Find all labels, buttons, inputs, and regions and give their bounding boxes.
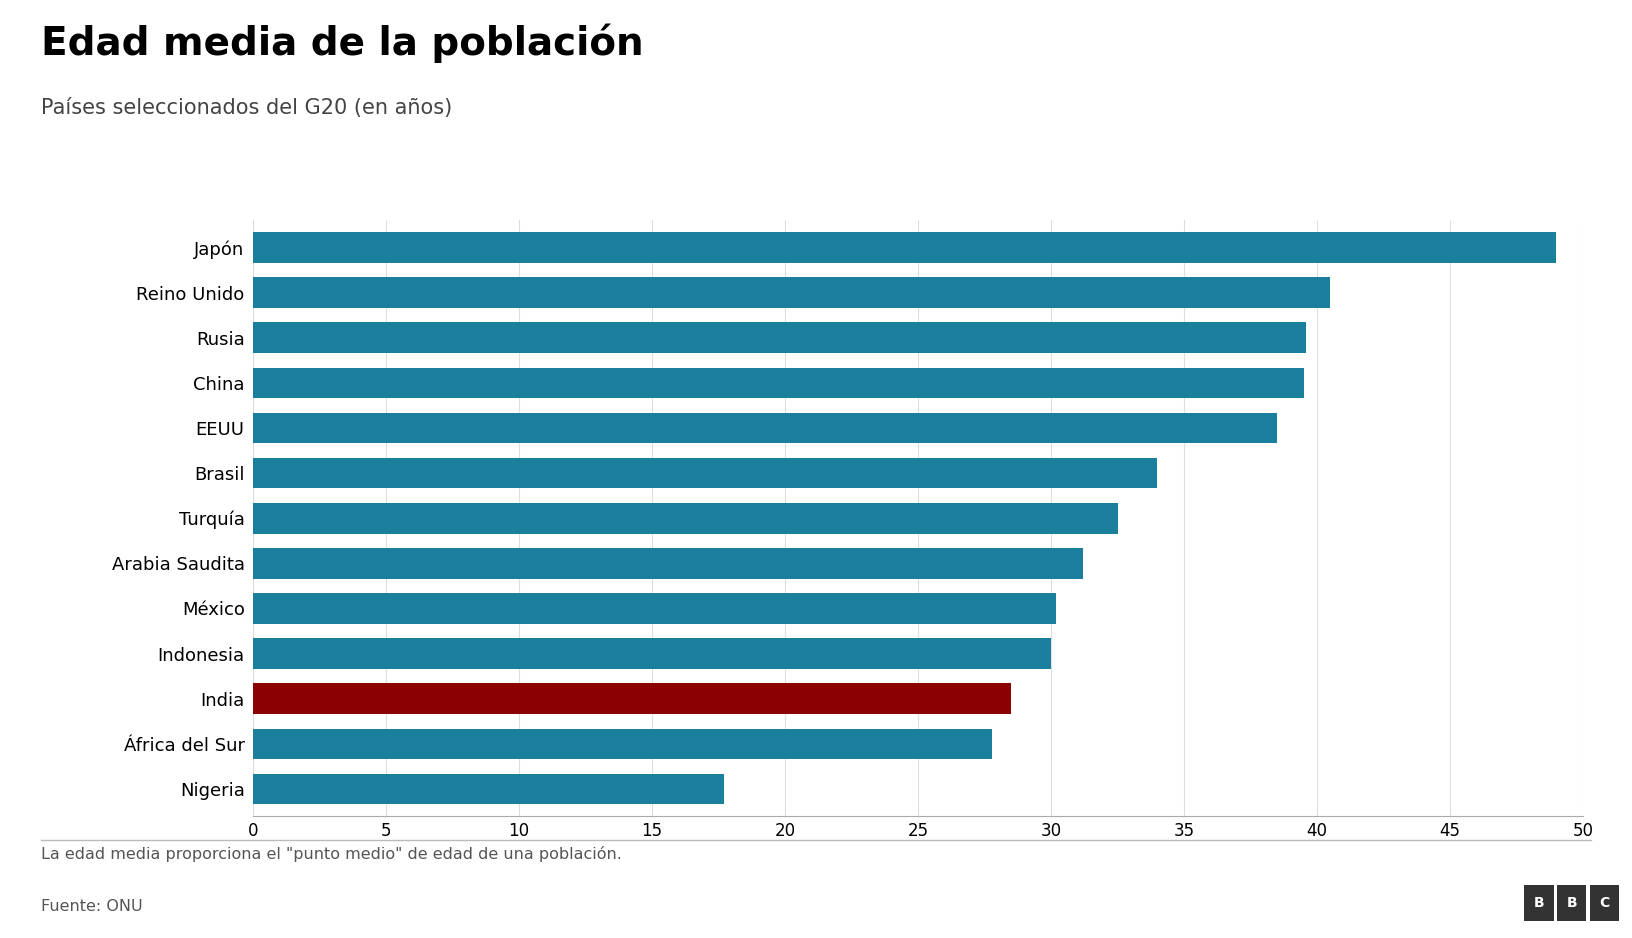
Text: Países seleccionados del G20 (en años): Países seleccionados del G20 (en años) [41,98,452,118]
Bar [253,729,992,759]
Text: Fuente: ONU: Fuente: ONU [41,899,142,914]
Bar [253,323,1306,353]
Bar [253,593,1056,624]
Bar [253,233,1557,263]
Text: La edad media proporciona el "punto medio" de edad de una población.: La edad media proporciona el "punto medi… [41,846,622,862]
Bar [253,548,1084,579]
Text: Edad media de la población: Edad media de la población [41,23,643,63]
Bar [253,413,1278,444]
Bar [253,458,1157,489]
Bar [253,638,1051,669]
Bar [253,684,1012,714]
Bar [253,278,1330,308]
Bar [253,368,1304,399]
Text: C: C [1599,897,1609,910]
Text: B: B [1567,897,1577,910]
Bar [253,503,1118,534]
Text: B: B [1534,897,1544,910]
Bar [253,774,725,804]
